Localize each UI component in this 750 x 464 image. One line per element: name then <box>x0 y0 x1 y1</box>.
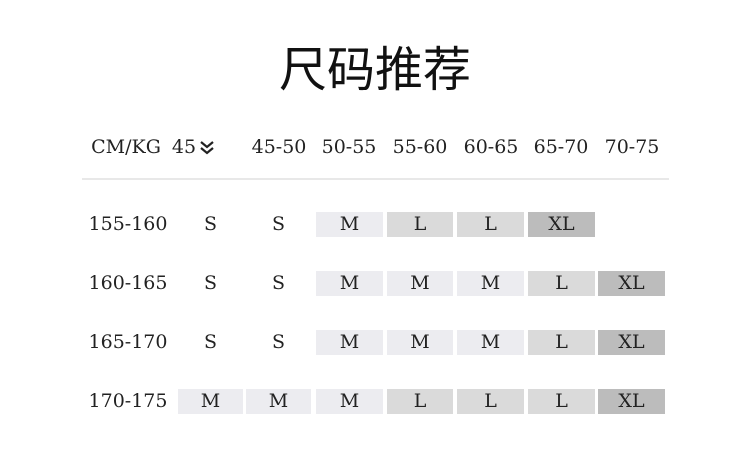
size-cell: L <box>457 212 524 237</box>
size-cell: M <box>316 389 383 414</box>
row-height-label: 155-160 <box>88 213 168 235</box>
size-cell: L <box>387 212 453 237</box>
size-cell: L <box>387 389 453 414</box>
size-cell: XL <box>598 389 665 414</box>
header-label: CM/KG <box>91 136 161 158</box>
size-cell: XL <box>598 330 665 355</box>
header-divider <box>82 178 669 180</box>
size-cell: XL <box>528 212 595 237</box>
size-cell: S <box>271 272 286 294</box>
size-cell: S <box>203 331 218 353</box>
header-weight: 65-70 <box>533 136 589 158</box>
row-height-label: 160-165 <box>88 272 168 294</box>
row-height-label: 165-170 <box>88 331 168 353</box>
size-cell: M <box>316 271 383 296</box>
size-cell: L <box>528 271 595 296</box>
size-cell: S <box>203 272 218 294</box>
size-cell: M <box>316 330 383 355</box>
size-cell: L <box>457 389 524 414</box>
size-cell: L <box>528 389 595 414</box>
size-cell: S <box>203 213 218 235</box>
page-title: 尺码推荐 <box>278 42 471 98</box>
header-weight: 70-75 <box>604 136 660 158</box>
header-weight: 45 <box>171 136 197 158</box>
size-cell: M <box>387 330 453 355</box>
size-cell <box>598 212 665 237</box>
header-weight: 45-50 <box>251 136 307 158</box>
size-cell: M <box>316 212 383 237</box>
header-weight: 50-55 <box>321 136 377 158</box>
row-height-label: 170-175 <box>88 390 168 412</box>
double-chevron-down-icon <box>192 135 222 160</box>
size-cell: M <box>246 389 311 414</box>
size-cell: M <box>457 330 524 355</box>
size-cell: S <box>271 331 286 353</box>
size-cell: XL <box>598 271 665 296</box>
size-cell: M <box>457 271 524 296</box>
header-weight: 55-60 <box>392 136 448 158</box>
size-cell: M <box>387 271 453 296</box>
size-cell: S <box>271 213 286 235</box>
size-cell: L <box>528 330 595 355</box>
header-weight: 60-65 <box>463 136 519 158</box>
size-cell: M <box>178 389 243 414</box>
